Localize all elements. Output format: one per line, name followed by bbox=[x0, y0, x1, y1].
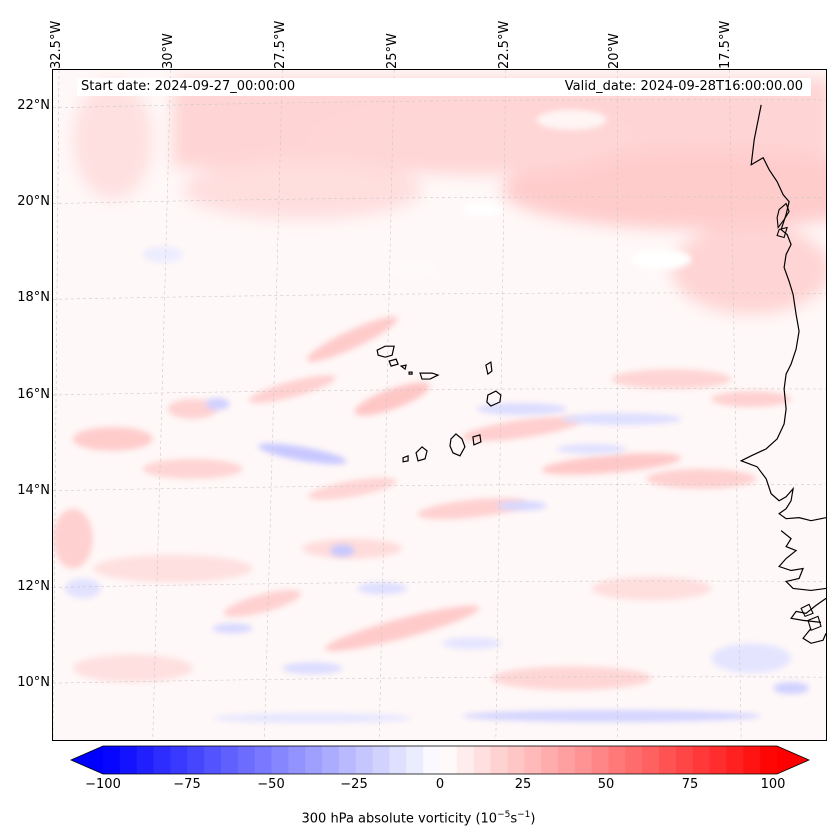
colorbar-level bbox=[591, 746, 610, 774]
longitude-label: 25°W bbox=[385, 33, 400, 69]
longitude-label: 30°W bbox=[161, 33, 176, 69]
colorbar-level bbox=[322, 746, 340, 774]
latitude-label: 22°N bbox=[17, 98, 50, 113]
colorbar-level bbox=[675, 746, 694, 774]
vorticity-negative-streaks bbox=[64, 246, 810, 724]
colorbar-level bbox=[153, 746, 171, 774]
colorbar-level bbox=[524, 746, 542, 774]
longitude-label: 17.5°W bbox=[718, 20, 733, 69]
cape-verde-islands bbox=[376, 345, 502, 463]
colorbar-level bbox=[423, 746, 441, 774]
colorbar-level bbox=[406, 746, 424, 774]
colorbar-tick-label: −75 bbox=[173, 777, 201, 792]
colorbar-extend-high bbox=[777, 746, 809, 774]
colorbar-outline bbox=[70, 745, 810, 775]
colorbar-level bbox=[659, 746, 677, 774]
latitude-label: 20°N bbox=[17, 194, 50, 209]
longitude-label: 32.5°W bbox=[49, 20, 64, 69]
colorbar-level bbox=[541, 746, 559, 774]
colorbar-level bbox=[372, 746, 391, 774]
coastal-islands bbox=[776, 202, 822, 632]
colorbar-level bbox=[507, 746, 525, 774]
colorbar-tick-label: −50 bbox=[257, 777, 285, 792]
colorbar-level bbox=[574, 746, 593, 774]
longitude-label: 22.5°W bbox=[497, 20, 512, 69]
colorbar-level bbox=[170, 746, 188, 774]
colorbar-tick-label: −25 bbox=[340, 777, 368, 792]
colorbar-level bbox=[271, 746, 289, 774]
start-date-label: Start date: 2024-09-27_00:00:00 bbox=[81, 79, 296, 94]
colorbar-level bbox=[119, 746, 138, 774]
colorbar-level bbox=[237, 746, 256, 774]
colorbar-tick-label: 100 bbox=[760, 777, 786, 792]
vorticity-positive-streaks bbox=[53, 316, 792, 691]
colorbar-level bbox=[220, 746, 239, 774]
vorticity-neutral-patches bbox=[387, 109, 692, 278]
colorbar-level bbox=[187, 746, 205, 774]
colorbar-level bbox=[490, 746, 508, 774]
colorbar-level bbox=[389, 746, 407, 774]
latitude-label: 12°N bbox=[17, 579, 50, 594]
colorbar-tick-label: −100 bbox=[85, 777, 121, 792]
colorbar-level bbox=[355, 746, 374, 774]
colorbar-level bbox=[103, 746, 121, 774]
colorbar-level bbox=[625, 746, 643, 774]
colorbar-gradient bbox=[70, 745, 810, 775]
colorbar-tick-label: 25 bbox=[514, 777, 532, 792]
map-canvas bbox=[53, 70, 826, 740]
colorbar-extend-low bbox=[71, 746, 103, 774]
colorbar-level bbox=[692, 746, 711, 774]
colorbar-level bbox=[288, 746, 306, 774]
longitude-label: 27.5°W bbox=[273, 20, 288, 69]
longitude-label: 20°W bbox=[607, 33, 622, 69]
colorbar-level bbox=[608, 746, 626, 774]
colorbar-level bbox=[557, 746, 576, 774]
colorbar-level bbox=[726, 746, 744, 774]
latitude-gridlines bbox=[53, 99, 826, 684]
colorbar-tick-label: 75 bbox=[681, 777, 699, 792]
africa-coastline bbox=[739, 104, 826, 644]
colorbar-level bbox=[136, 746, 155, 774]
colorbar-level bbox=[305, 746, 323, 774]
colorbar-title: 300 hPa absolute vorticity (10−5s−1) bbox=[301, 810, 536, 827]
colorbar-tick-label: 50 bbox=[597, 777, 615, 792]
colorbar-level bbox=[743, 746, 761, 774]
valid-date-label: Valid_date: 2024-09-28T16:00:00.00 bbox=[564, 79, 803, 94]
colorbar-level bbox=[338, 746, 357, 774]
colorbar-level bbox=[709, 746, 728, 774]
colorbar-tick-label: 0 bbox=[435, 777, 445, 792]
colorbar-level bbox=[760, 746, 778, 774]
colorbar-level bbox=[254, 746, 273, 774]
longitude-gridlines bbox=[53, 70, 742, 740]
colorbar-level bbox=[440, 746, 458, 774]
colorbar-level bbox=[456, 746, 475, 774]
vorticity-map: Start date: 2024-09-27_00:00:00 Valid_da… bbox=[52, 69, 827, 741]
colorbar-level bbox=[473, 746, 492, 774]
latitude-label: 10°N bbox=[17, 675, 50, 690]
colorbar bbox=[70, 745, 810, 775]
latitude-label: 14°N bbox=[17, 483, 50, 498]
latitude-label: 18°N bbox=[17, 290, 50, 305]
date-banner: Start date: 2024-09-27_00:00:00 Valid_da… bbox=[77, 78, 811, 96]
colorbar-level bbox=[204, 746, 222, 774]
latitude-label: 16°N bbox=[17, 387, 50, 402]
colorbar-level bbox=[642, 746, 660, 774]
